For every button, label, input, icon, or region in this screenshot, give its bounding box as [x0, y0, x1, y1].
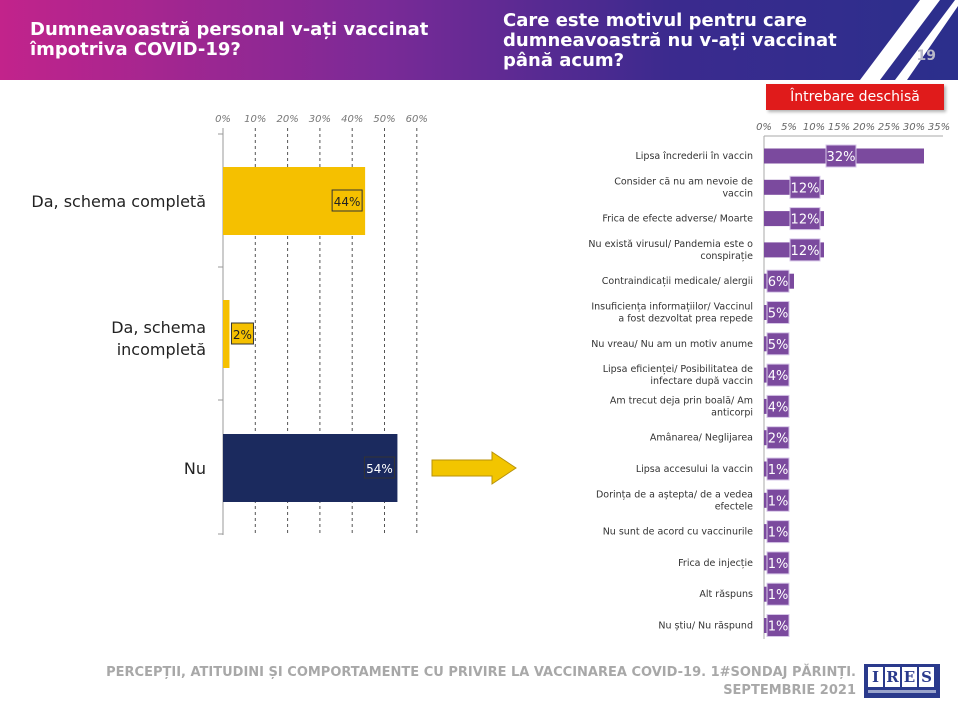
bar — [223, 300, 230, 368]
value-label-box — [363, 456, 395, 479]
value-label-box — [789, 238, 821, 262]
x-tick-label: 20% — [276, 114, 298, 125]
x-tick-label: 10% — [803, 122, 825, 133]
category-label: Da, schema completă — [31, 192, 206, 211]
x-tick-label: 10% — [244, 114, 266, 125]
category-label: efectele — [715, 501, 753, 512]
value-label-box — [766, 582, 790, 606]
category-label: Nu știu/ Nu răspund — [658, 621, 753, 632]
ires-logo: I R E S — [864, 664, 940, 698]
value-label-box — [766, 332, 790, 356]
value-label-box — [766, 520, 790, 544]
value-label: 54% — [366, 462, 393, 476]
reasons-chart: 0% 5% 10% 15% 20% 25% 30% 35% Lipsa încrederii î… — [588, 122, 950, 639]
page-number: 19 — [916, 48, 936, 64]
value-label: 5% — [768, 338, 789, 353]
category-label: Frica de injecție — [678, 558, 753, 569]
x-tick-label: 50% — [373, 114, 395, 125]
category-label: Nu vreau/ Nu am un motiv anume — [591, 339, 753, 350]
category-label: infectare după vaccin — [650, 376, 753, 387]
logo-letter-s: S — [919, 667, 934, 687]
category-label: Nu — [184, 459, 206, 478]
value-label: 12% — [791, 244, 820, 259]
vaccination-status-chart: 0% 10% 20% 30% 40% 50% 60% Da, schema completă 4… — [31, 114, 428, 535]
logo-letter-i: I — [868, 667, 883, 687]
value-label-box — [766, 457, 790, 481]
logo-letter-e: E — [902, 667, 917, 687]
value-label-box — [766, 614, 790, 637]
category-label: Lipsa eficienței/ Posibilitatea de — [603, 364, 753, 375]
value-label-box — [766, 551, 790, 575]
value-label: 1% — [768, 588, 789, 603]
category-label: Alt răspuns — [699, 589, 753, 600]
category-label: Nu există virusul/ Pandemia este o — [588, 239, 753, 250]
x-tick-label: 0% — [756, 122, 772, 133]
category-label: Frica de efecte adverse/ Moarte — [602, 214, 753, 225]
value-label: 2% — [768, 432, 789, 447]
decorative-stripes — [860, 0, 958, 80]
x-tick-label: 5% — [781, 122, 797, 133]
category-label: Dorința de a aștepta/ de a vedea — [596, 489, 753, 500]
value-label-box — [230, 322, 254, 345]
x-tick-label: 40% — [341, 114, 363, 125]
left-question-title: Dumneavoastră personal v-ați vaccinat îm… — [30, 19, 429, 60]
category-label: Lipsa încrederii în vaccin — [636, 151, 754, 162]
value-label-box — [766, 426, 790, 450]
x-tick-label: 15% — [828, 122, 850, 133]
footer-line-1: PERCEPȚII, ATITUDINI ȘI COMPORTAMENTE CU… — [106, 665, 856, 680]
value-label: 32% — [827, 150, 856, 165]
category-label: Am trecut deja prin boală/ Am — [610, 395, 753, 406]
value-label-box — [766, 269, 790, 293]
category-label: a fost dezvoltat prea repede — [618, 314, 753, 325]
value-label-box — [789, 175, 821, 199]
value-label: 44% — [334, 195, 361, 209]
value-label: 4% — [768, 400, 789, 415]
value-label: 1% — [768, 620, 789, 635]
x-tick-label: 30% — [903, 122, 925, 133]
x-tick-label: 35% — [928, 122, 950, 133]
value-label-box — [766, 394, 790, 418]
value-label: 12% — [791, 181, 820, 196]
value-label-box — [789, 207, 821, 231]
value-label: 6% — [768, 275, 789, 290]
value-label: 1% — [768, 526, 789, 541]
x-tick-label: 0% — [215, 114, 231, 125]
category-label: Lipsa accesului la vaccin — [636, 464, 753, 475]
x-tick-label: 30% — [309, 114, 331, 125]
logo-subtitle-line — [868, 690, 936, 693]
category-label: Da, schema — [111, 318, 206, 337]
category-label: Consider că nu am nevoie de — [614, 176, 753, 187]
value-label: 4% — [768, 369, 789, 384]
value-label: 1% — [768, 557, 789, 572]
x-tick-label: 20% — [853, 122, 875, 133]
value-label: 1% — [768, 463, 789, 478]
category-label: vaccin — [722, 188, 753, 199]
value-label: 2% — [233, 328, 252, 342]
x-tick-label: 60% — [406, 114, 428, 125]
category-label: Contraindicații medicale/ alergii — [602, 276, 753, 287]
right-question-title: Care este motivul pentru care dumneavoas… — [503, 10, 837, 71]
value-label-box — [766, 301, 790, 324]
logo-letter-r: R — [885, 667, 900, 687]
category-label: Nu sunt de acord cu vaccinurile — [603, 527, 753, 538]
category-label: anticorpi — [711, 407, 753, 418]
footer-line-2: SEPTEMBRIE 2021 — [723, 683, 856, 698]
footer-caption: PERCEPȚII, ATITUDINI ȘI COMPORTAMENTE CU… — [20, 664, 856, 700]
header-banner: Dumneavoastră personal v-ați vaccinat îm… — [0, 0, 958, 80]
category-label: Insuficiența informațiilor/ Vaccinul — [591, 302, 753, 313]
category-label: Amânarea/ Neglijarea — [650, 433, 753, 444]
value-label-box — [331, 189, 363, 212]
value-label-box — [766, 488, 790, 512]
value-label: 1% — [768, 494, 789, 509]
value-label-box — [766, 363, 790, 387]
x-tick-label: 25% — [878, 122, 900, 133]
open-question-badge: Întrebare deschisă — [766, 84, 944, 110]
category-label: incompletă — [117, 340, 206, 359]
arrow-right-icon — [431, 451, 517, 485]
value-label: 5% — [768, 307, 789, 322]
category-label: conspirație — [700, 251, 753, 262]
value-label: 12% — [791, 213, 820, 228]
value-label-box — [825, 144, 857, 168]
